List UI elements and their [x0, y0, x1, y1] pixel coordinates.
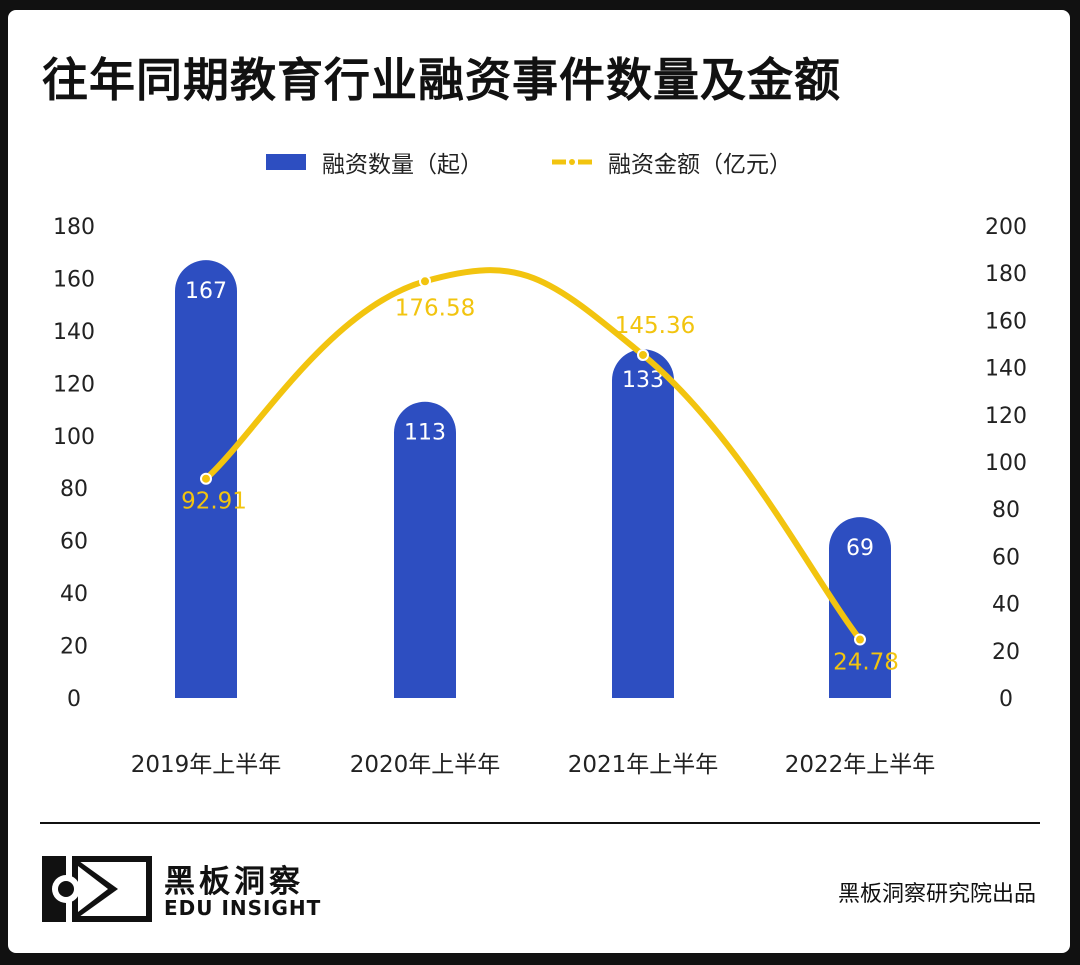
brand-name-cn: 黑板洞察 [164, 864, 304, 900]
page-title: 往年同期教育行业融资事件数量及金额 [42, 53, 841, 107]
x-category-label: 2021年上半年 [568, 752, 719, 778]
combo-chart: 0 20 40 60 80 100 120 140 160 180 0 20 40 60 80 100 120 1… [53, 215, 1027, 778]
line-point [637, 348, 649, 361]
y-right-tick-label: 180 [985, 262, 1027, 287]
bar [394, 401, 456, 698]
bar-value-label: 69 [846, 536, 874, 561]
infographic-card: 往年同期教育行业融资事件数量及金额 融资数量（起） 融资金额（亿元） 0 20 40… [8, 10, 1070, 953]
line-value-label: 24.78 [833, 650, 899, 676]
line-point [854, 633, 866, 646]
y-right-tick-label: 140 [985, 357, 1027, 382]
bar [612, 349, 674, 698]
y-right-tick-label: 160 [985, 309, 1027, 334]
y-right-tick-label: 100 [985, 451, 1027, 476]
x-category-label: 2019年上半年 [131, 752, 282, 778]
legend-label-count: 融资数量（起） [322, 152, 483, 178]
line-point [419, 275, 431, 288]
y-right-tick-label: 20 [992, 640, 1020, 665]
y-left-tick-label: 40 [60, 582, 88, 607]
legend-label-amount: 融资金额（亿元） [608, 152, 792, 178]
y-right-tick-label: 60 [992, 545, 1020, 570]
x-category-label: 2020年上半年 [350, 752, 501, 778]
y-right-tick-label: 80 [992, 498, 1020, 523]
y-left-tick-label: 160 [53, 267, 95, 292]
y-left-tick-label: 140 [53, 320, 95, 345]
y-left-tick-label: 20 [60, 635, 88, 660]
y-left-tick-label: 60 [60, 530, 88, 555]
y-right-tick-label: 200 [985, 215, 1027, 240]
y-left-tick-label: 180 [53, 215, 95, 240]
brand-logo-icon [42, 856, 152, 922]
y-right-tick-label: 120 [985, 404, 1027, 429]
footer-divider [40, 822, 1040, 824]
line-value-label: 92.91 [181, 489, 247, 515]
bar-value-label: 133 [622, 368, 664, 393]
credit-text: 黑板洞察研究院出品 [837, 882, 1036, 907]
legend-bar-swatch [266, 154, 306, 170]
y-right-tick-label: 0 [999, 687, 1013, 712]
legend-line-swatch [552, 154, 592, 170]
legend-item-amount: 融资金额（亿元） [552, 145, 792, 179]
line-value-label: 176.58 [395, 295, 475, 321]
bar-value-label: 167 [185, 279, 227, 304]
y-right-tick-label: 40 [992, 593, 1020, 618]
chart-legend: 融资数量（起） 融资金额（亿元） [8, 145, 1070, 185]
bar-value-label: 113 [404, 421, 446, 446]
y-left-tick-label: 100 [53, 425, 95, 450]
y-left-tick-label: 120 [53, 372, 95, 397]
bar [829, 517, 891, 698]
y-left-tick-label: 0 [67, 687, 81, 712]
legend-item-count: 融资数量（起） [266, 145, 483, 179]
line-value-label: 145.36 [615, 313, 695, 339]
line-point [200, 472, 212, 485]
series-line [203, 267, 863, 643]
brand-name-en: EDU INSIGHT [164, 896, 322, 920]
x-category-label: 2022年上半年 [785, 752, 936, 778]
y-left-tick-label: 80 [60, 477, 88, 502]
